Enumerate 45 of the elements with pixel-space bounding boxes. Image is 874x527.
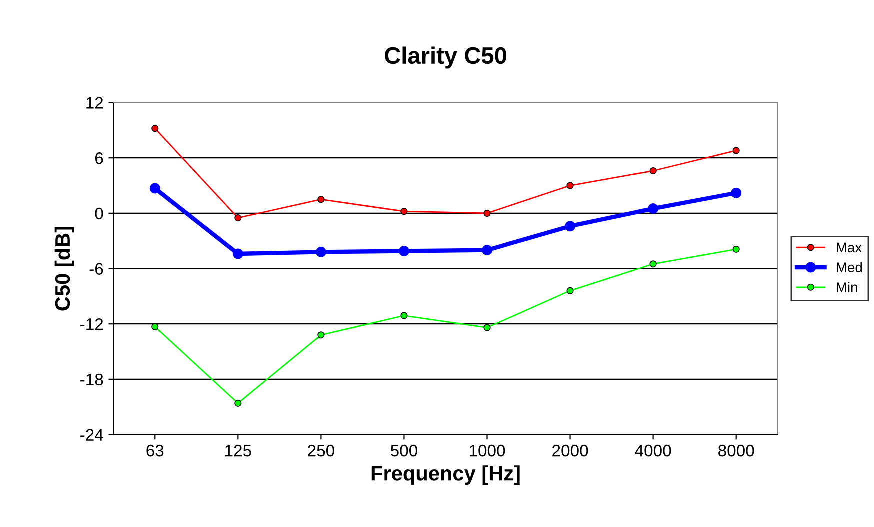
x-tick-label: 63 — [146, 444, 164, 457]
x-axis-title: Frequency [Hz] — [372, 466, 520, 486]
point — [484, 324, 491, 332]
point — [566, 182, 574, 190]
point — [650, 260, 657, 268]
x-tick-label: 500 — [390, 444, 418, 457]
point — [152, 323, 159, 330]
y-tick-label: 6 — [95, 152, 104, 164]
x-tick-label: 250 — [308, 444, 334, 457]
point — [565, 221, 576, 232]
y-tick-label: 12 — [86, 97, 104, 109]
point — [234, 214, 242, 222]
point — [648, 204, 659, 214]
point — [731, 188, 742, 198]
y-tick-label: -24 — [80, 429, 104, 441]
point — [400, 208, 408, 216]
legend-label: Max — [837, 242, 862, 253]
y-tick-label: -6 — [90, 263, 104, 275]
y-tick-label: -12 — [80, 318, 104, 330]
x-tick-label: 1000 — [470, 444, 506, 457]
chart-title: Clarity C50 — [385, 46, 506, 69]
point — [400, 312, 408, 320]
point — [318, 196, 325, 204]
x-tick-label: 8000 — [718, 444, 754, 457]
point — [152, 125, 159, 132]
x-tick-label: 4000 — [635, 444, 672, 457]
point — [484, 210, 491, 217]
point — [650, 167, 657, 175]
x-tick-label: 125 — [226, 444, 252, 457]
point — [482, 245, 493, 256]
point — [316, 246, 326, 258]
y-tick-label: 0 — [95, 208, 104, 220]
y-tick-label: -18 — [80, 374, 104, 386]
point — [398, 246, 410, 257]
point — [150, 183, 160, 194]
legend-label: Med — [837, 262, 862, 272]
legend-label: Min — [837, 282, 858, 292]
x-tick-label: 2000 — [552, 444, 588, 457]
point — [566, 287, 574, 294]
point — [234, 400, 242, 407]
point — [732, 147, 740, 154]
y-axis-title: C50 [dB] — [54, 227, 74, 311]
point — [232, 248, 244, 260]
point — [732, 246, 740, 253]
point — [318, 332, 325, 339]
